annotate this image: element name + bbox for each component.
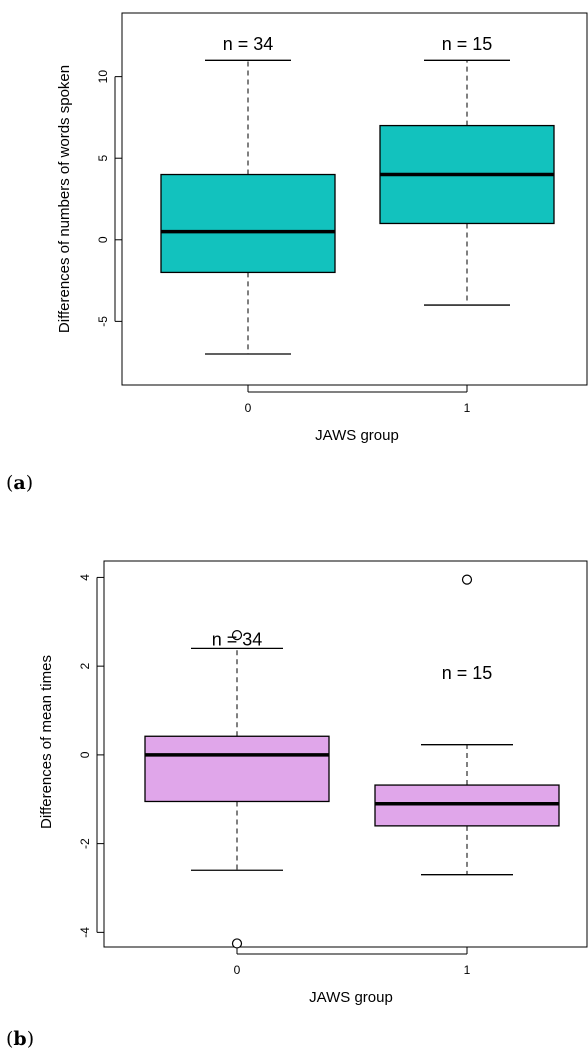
y-tick-label-a: 10 <box>96 70 110 84</box>
x-tick-label-a: 1 <box>464 401 471 415</box>
count-label: n = 15 <box>442 34 493 54</box>
outlier-point <box>231 629 243 641</box>
y-tick-label-a: -5 <box>96 316 110 327</box>
x-tick-label-b: 1 <box>464 963 471 977</box>
boxes-b: n = 34 n = 15 <box>144 574 560 949</box>
y-axis-title-b: Differences of mean times <box>38 655 55 829</box>
count-label: n = 34 <box>223 34 274 54</box>
y-tick-label-b: -4 <box>78 927 92 938</box>
y-tick-label-b: 0 <box>78 751 92 758</box>
box-group-b-1: n = 15 <box>374 574 560 876</box>
outlier-point <box>461 574 473 585</box>
box-group-a-0: n = 34 <box>160 34 336 355</box>
iqr-box <box>144 735 330 803</box>
x-axis-title-a: JAWS group <box>315 427 399 444</box>
x-tick-label-a: 0 <box>245 401 252 415</box>
y-tick-label-b: 2 <box>78 662 92 669</box>
y-axis-b: -4 -2 0 2 4 <box>78 574 104 938</box>
y-tick-label-b: -2 <box>78 838 92 849</box>
outlier-point <box>231 938 243 949</box>
x-axis-title-b: JAWS group <box>309 989 393 1006</box>
y-tick-label-b: 4 <box>78 574 92 581</box>
panel-label-a: (a) <box>6 472 33 494</box>
y-axis-a: -5 0 5 10 <box>96 70 122 327</box>
count-label: n = 34 <box>212 630 263 650</box>
count-label: n = 15 <box>442 663 493 683</box>
x-tick-label-b: 0 <box>234 963 241 977</box>
box-group-b-0: n = 34 <box>144 629 330 949</box>
panel-label-b: (b) <box>6 1028 34 1050</box>
plot-frame-b <box>103 560 588 948</box>
y-tick-label-a: 5 <box>96 155 110 162</box>
iqr-box <box>374 784 560 827</box>
y-axis-title-a: Differences of numbers of words spoken <box>56 65 73 333</box>
iqr-box <box>160 173 336 274</box>
y-tick-label-a: 0 <box>96 236 110 243</box>
plot-frame-a <box>121 12 588 386</box>
boxes-a: n = 34 n = 15 <box>160 34 555 355</box>
box-group-a-1: n = 15 <box>379 34 555 306</box>
